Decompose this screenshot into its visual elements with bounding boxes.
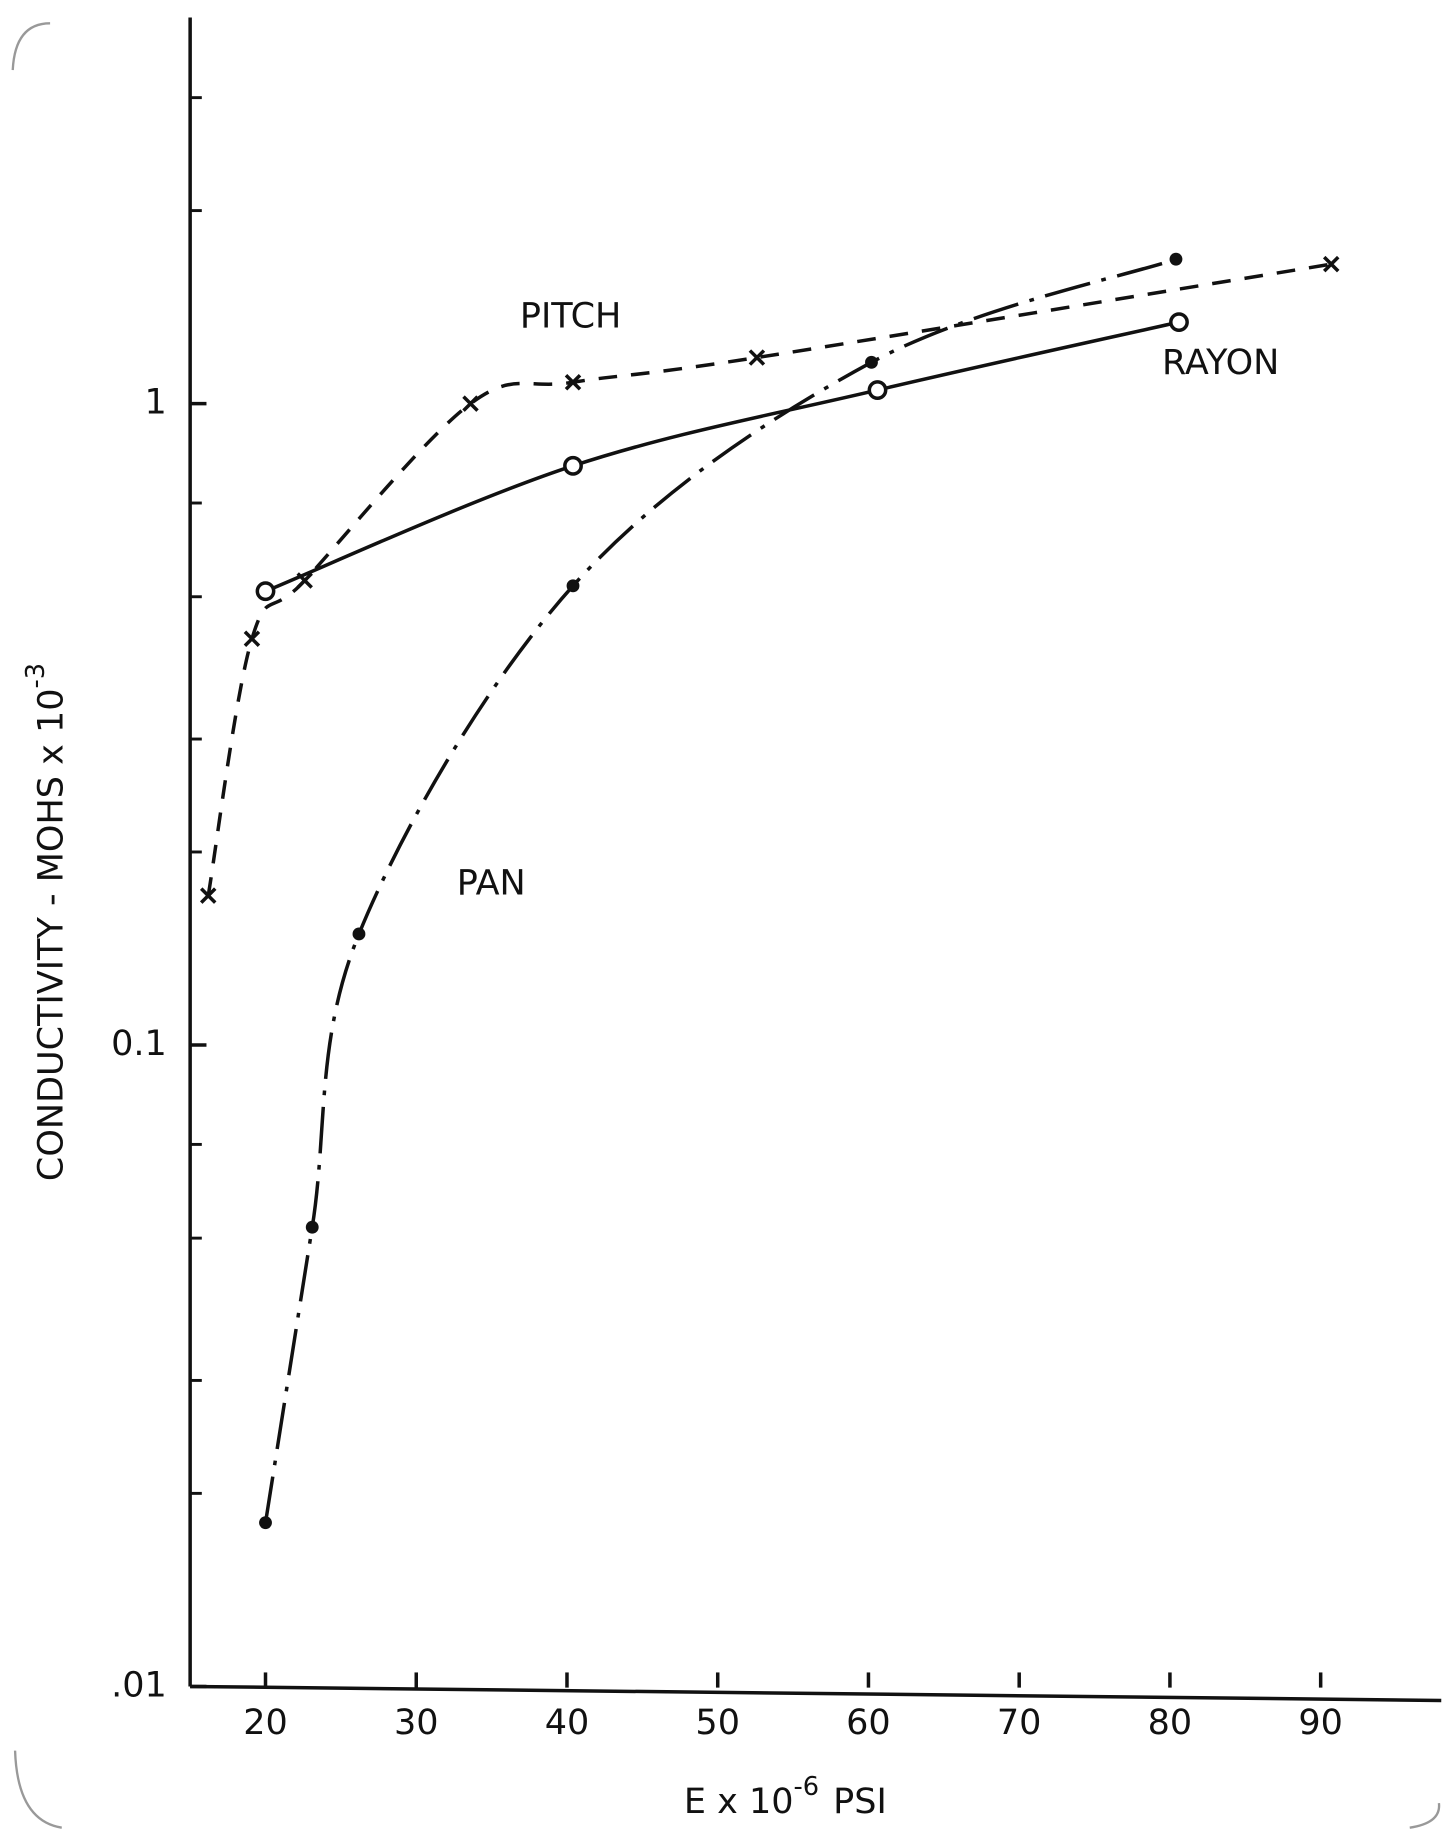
x-tick-label: 80 — [1148, 1703, 1193, 1743]
x-tick-label: 50 — [695, 1703, 740, 1743]
x-marker — [199, 887, 217, 904]
dot-marker — [352, 927, 366, 941]
x-marker — [243, 630, 261, 647]
circle-marker — [1169, 312, 1189, 333]
dot-marker — [1169, 252, 1183, 266]
series-label: RAYON — [1162, 343, 1279, 383]
series-line — [263, 257, 1177, 1523]
x-tick-label: 20 — [243, 1703, 288, 1743]
y-label-exp: -3 — [21, 663, 51, 689]
y-tick-label: 0.1 — [111, 1024, 167, 1064]
x-marker — [462, 395, 479, 412]
x-label-exp: -6 — [794, 1771, 820, 1801]
series-label: PITCH — [520, 296, 622, 336]
series-line — [264, 320, 1180, 593]
series-label: PAN — [457, 864, 526, 904]
x-tick-label: 90 — [1298, 1703, 1343, 1743]
x-tick-label: 70 — [997, 1703, 1042, 1743]
circle-marker — [563, 455, 583, 476]
dot-marker — [566, 579, 580, 593]
page-edge — [11, 22, 1441, 1829]
y-axis-label: CONDUCTIVITY - MOHS x 10-3 — [21, 663, 72, 1181]
y-label-main: CONDUCTIVITY - MOHS x 10 — [31, 689, 71, 1182]
x-axis-label: E x 10-6 PSI — [684, 1771, 887, 1822]
dot-marker — [865, 355, 878, 369]
x-marker — [1322, 255, 1340, 273]
x-tick-label: 60 — [846, 1703, 891, 1743]
y-tick-label: 1 — [145, 383, 167, 423]
x-tick-label: 40 — [545, 1703, 590, 1743]
y-tick-label: .01 — [111, 1665, 167, 1705]
circle-marker — [255, 581, 276, 602]
x-label-unit: PSI — [833, 1782, 887, 1822]
dot-marker — [305, 1220, 319, 1234]
circle-marker — [867, 380, 888, 400]
x-axis — [190, 1684, 1442, 1703]
x-tick-label: 30 — [394, 1703, 439, 1743]
dot-marker — [259, 1516, 272, 1530]
x-marker — [748, 349, 766, 366]
x-marker — [564, 373, 582, 391]
x-label-main: E x 10 — [684, 1782, 794, 1822]
series-line — [206, 262, 1332, 896]
